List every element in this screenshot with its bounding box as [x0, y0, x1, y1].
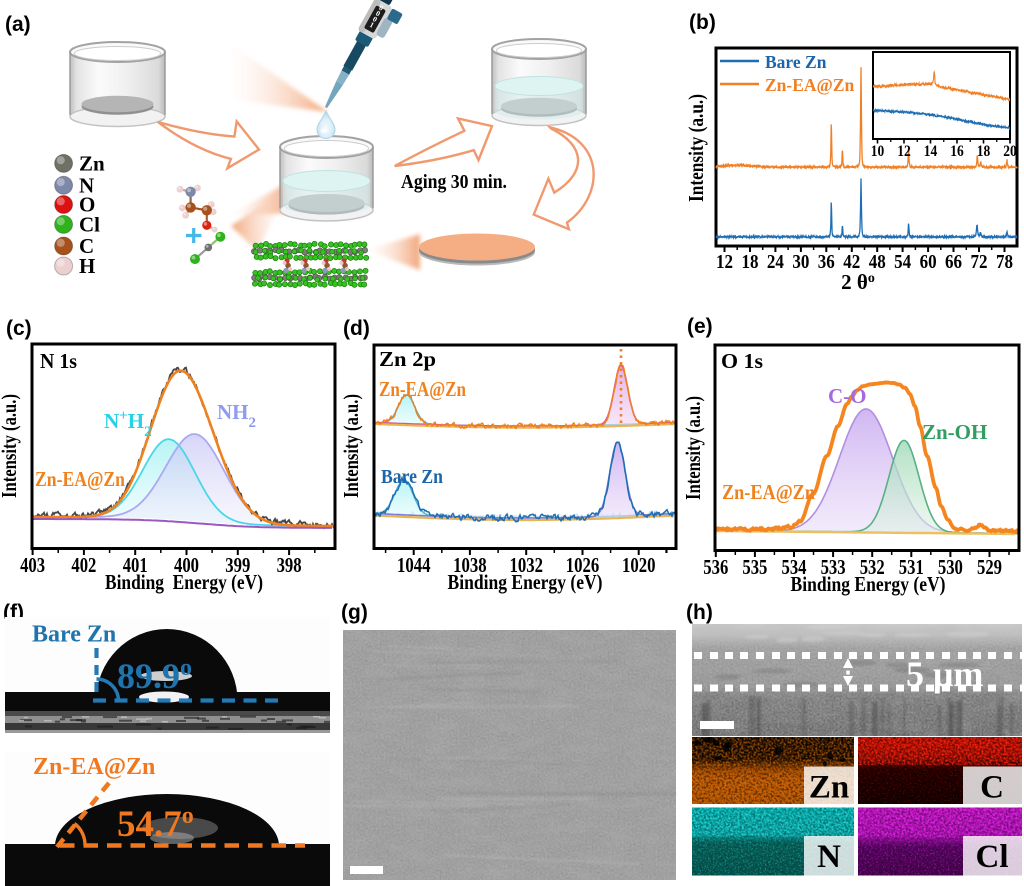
svg-text:1020: 1020 [622, 553, 656, 577]
svg-text:42: 42 [843, 251, 860, 273]
svg-text:Intensity (a.u.): Intensity (a.u.) [339, 394, 363, 498]
svg-text:H: H [79, 254, 95, 278]
svg-text:N: N [79, 173, 94, 197]
svg-text:0: 0 [374, 9, 382, 19]
svg-text:533: 533 [821, 555, 846, 579]
svg-text:Zn-EA@Zn: Zn-EA@Zn [35, 467, 125, 491]
svg-text:54: 54 [894, 251, 911, 273]
svg-text:C: C [79, 234, 94, 258]
svg-text:Zn-OH: Zn-OH [922, 420, 987, 444]
svg-text:532: 532 [860, 555, 885, 579]
svg-text:Cl: Cl [79, 212, 100, 236]
svg-text:36: 36 [818, 251, 835, 273]
svg-text:Binding Energy (eV): Binding Energy (eV) [791, 572, 946, 596]
svg-text:N 1s: N 1s [40, 349, 77, 373]
svg-text:Zn-EA@Zn: Zn-EA@Zn [765, 75, 854, 95]
svg-text:16: 16 [950, 143, 964, 160]
svg-text:Zn: Zn [79, 151, 105, 175]
svg-text:Intensity (a.u.): Intensity (a.u.) [0, 394, 21, 498]
svg-text:24: 24 [767, 251, 784, 273]
svg-text:14: 14 [924, 143, 938, 160]
svg-text:N+H2: N+H2 [104, 408, 152, 440]
svg-text:398: 398 [277, 553, 302, 577]
svg-text:1044: 1044 [397, 553, 431, 577]
svg-text:N: N [817, 839, 841, 875]
svg-text:48: 48 [869, 251, 886, 273]
svg-text:78: 78 [996, 251, 1013, 273]
svg-text:C-O: C-O [828, 384, 867, 408]
svg-text:20: 20 [1003, 143, 1017, 160]
svg-text:Zn 2p: Zn 2p [379, 347, 436, 371]
svg-text:12: 12 [897, 143, 911, 160]
svg-text:400: 400 [174, 553, 199, 577]
svg-text:60: 60 [920, 251, 937, 273]
svg-text:18: 18 [977, 143, 991, 160]
svg-text:1026: 1026 [566, 553, 600, 577]
svg-text:10: 10 [871, 143, 885, 160]
svg-text:531: 531 [899, 555, 924, 579]
svg-text:Cl: Cl [976, 839, 1009, 875]
svg-text:401: 401 [123, 553, 148, 577]
svg-text:Zn: Zn [809, 770, 849, 806]
svg-text:89.9o: 89.9o [117, 655, 192, 696]
svg-text:O: O [79, 193, 95, 217]
svg-text:30: 30 [792, 251, 809, 273]
svg-text:Zn-EA@Zn: Zn-EA@Zn [722, 480, 815, 504]
svg-text:5 μm: 5 μm [906, 654, 983, 694]
svg-text:0: 0 [371, 14, 379, 24]
svg-text:399: 399 [225, 553, 250, 577]
svg-text:402: 402 [71, 553, 96, 577]
svg-text:NH2: NH2 [217, 400, 256, 431]
svg-text:534: 534 [782, 555, 807, 579]
svg-text:1038: 1038 [453, 553, 487, 577]
svg-text:2 θo: 2 θo [841, 270, 875, 294]
svg-text:Intensity (a.u.): Intensity (a.u.) [684, 94, 708, 202]
svg-text:536: 536 [703, 555, 728, 579]
svg-text:O 1s: O 1s [721, 349, 763, 373]
svg-text:12: 12 [716, 251, 733, 273]
svg-text:530: 530 [938, 555, 963, 579]
svg-text:Binding Energy (eV): Binding Energy (eV) [448, 570, 603, 594]
svg-text:54.7o: 54.7o [117, 803, 194, 845]
svg-text:Bare Zn: Bare Zn [765, 52, 827, 72]
svg-text:Zn-EA@Zn: Zn-EA@Zn [33, 754, 155, 780]
svg-text:1: 1 [368, 20, 376, 30]
svg-text:403: 403 [20, 553, 45, 577]
svg-text:Aging 30 min.: Aging 30 min. [401, 171, 507, 193]
svg-text:0: 0 [377, 3, 385, 13]
svg-text:Binding Energy (eV): Binding Energy (eV) [105, 570, 263, 594]
svg-text:Zn-EA@Zn: Zn-EA@Zn [379, 377, 466, 401]
svg-text:Intensity (a.u.): Intensity (a.u.) [681, 396, 705, 500]
svg-text:535: 535 [742, 555, 767, 579]
svg-text:C: C [980, 770, 1004, 806]
svg-text:529: 529 [977, 555, 1002, 579]
svg-text:1032: 1032 [509, 553, 543, 577]
svg-text:Bare Zn: Bare Zn [381, 466, 443, 488]
svg-text:18: 18 [742, 251, 759, 273]
svg-text:Bare Zn: Bare Zn [32, 622, 116, 648]
svg-text:72: 72 [971, 251, 988, 273]
svg-text:66: 66 [945, 251, 962, 273]
